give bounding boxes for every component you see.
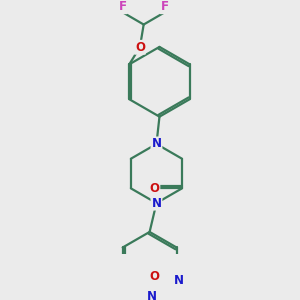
Text: N: N (173, 274, 183, 287)
Text: N: N (152, 137, 161, 151)
Text: F: F (119, 0, 127, 13)
Text: F: F (160, 0, 169, 13)
Text: N: N (152, 196, 161, 210)
Text: N: N (146, 290, 157, 300)
Text: O: O (135, 41, 145, 54)
Text: O: O (149, 182, 159, 195)
Text: O: O (150, 270, 160, 283)
